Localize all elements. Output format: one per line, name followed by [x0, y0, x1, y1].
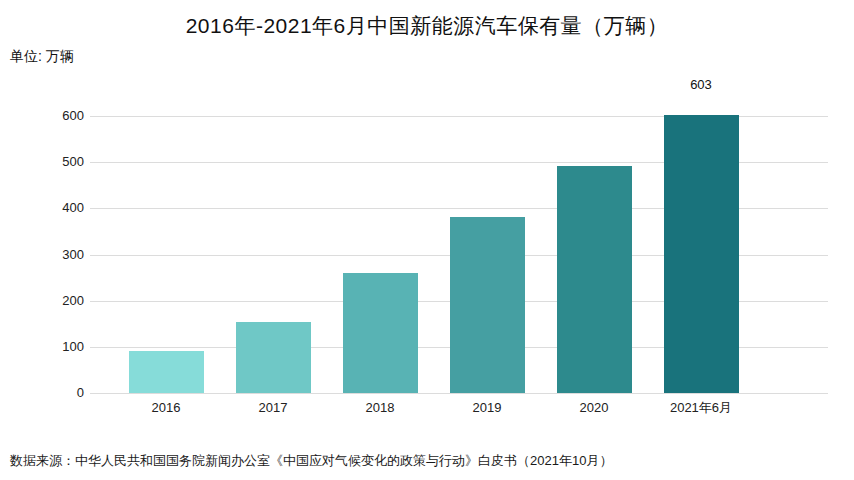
x-axis-label-2018: 2018 — [327, 400, 434, 416]
x-axis-label-2017: 2017 — [220, 400, 327, 416]
gridline-0 — [90, 393, 828, 394]
bar-2016 — [129, 351, 204, 393]
y-axis-label-0: 0 — [20, 385, 84, 401]
bar-2021年6月 — [664, 115, 739, 393]
bar-2017 — [236, 322, 311, 393]
y-axis-label-300: 300 — [20, 247, 84, 263]
x-axis-label-2021年6月: 2021年6月 — [648, 400, 755, 416]
x-axis-label-2016: 2016 — [113, 400, 220, 416]
nev-ownership-chart: 2016年-2021年6月中国新能源汽车保有量（万辆） 单位: 万辆 0 100 2… — [0, 0, 854, 480]
bar-2018 — [343, 273, 418, 393]
data-source-note: 数据来源：中华人民共和国国务院新闻办公室《中国应对气候变化的政策与行动》白皮书（… — [10, 452, 612, 470]
y-axis-label-400: 400 — [20, 200, 84, 216]
y-axis-label-200: 200 — [20, 293, 84, 309]
bar-2020 — [557, 166, 632, 393]
x-axis-label-2020: 2020 — [541, 400, 648, 416]
x-axis-label-2019: 2019 — [434, 400, 541, 416]
y-axis-label-500: 500 — [20, 154, 84, 170]
bar-value-label-2021年6月: 603 — [648, 78, 755, 92]
bar-2019 — [450, 217, 525, 393]
chart-title: 2016年-2021年6月中国新能源汽车保有量（万辆） — [0, 12, 854, 40]
y-axis-label-600: 600 — [20, 108, 84, 124]
y-axis-label-100: 100 — [20, 339, 84, 355]
unit-label: 单位: 万辆 — [10, 48, 74, 66]
